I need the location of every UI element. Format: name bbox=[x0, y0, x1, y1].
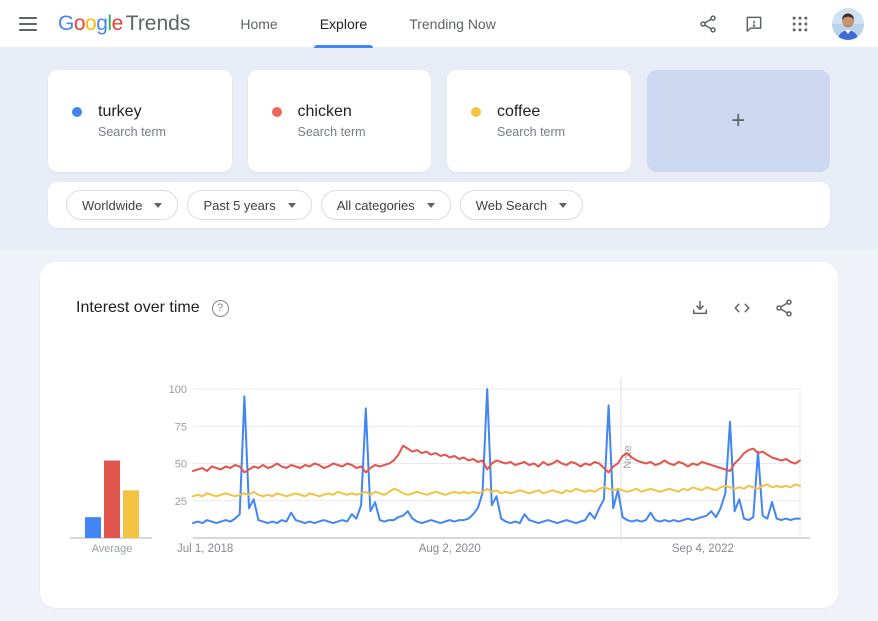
chevron-down-icon bbox=[426, 202, 435, 208]
trends-wordmark: Trends bbox=[125, 11, 191, 35]
region-filter-label: Worldwide bbox=[82, 197, 143, 213]
average-bar-coffee bbox=[123, 490, 139, 538]
plus-icon: + bbox=[731, 107, 746, 134]
average-label: Average bbox=[92, 543, 133, 555]
avatar-image bbox=[832, 7, 864, 40]
add-comparison-card[interactable]: + bbox=[646, 70, 830, 172]
search-type-filter-label: Web Search bbox=[475, 197, 548, 213]
search-type-filter-dropdown[interactable]: Web Search bbox=[459, 190, 584, 220]
interest-over-time-card: Interest over time ? bbox=[40, 262, 838, 608]
chevron-down-icon bbox=[154, 202, 163, 208]
average-bar-turkey bbox=[85, 517, 101, 538]
term-text: turkey Search term bbox=[98, 103, 166, 139]
term-type-label: Search term bbox=[297, 125, 366, 139]
google-wordmark: Google bbox=[58, 11, 123, 35]
term-card-turkey[interactable]: turkey Search term bbox=[48, 70, 232, 172]
user-avatar[interactable] bbox=[832, 7, 864, 40]
hamburger-icon bbox=[19, 16, 37, 31]
series-line-coffee bbox=[192, 483, 801, 498]
average-bar-chicken bbox=[104, 460, 120, 538]
time-filter-label: Past 5 years bbox=[203, 197, 276, 213]
chevron-down-icon bbox=[287, 202, 296, 208]
coffee-color-dot bbox=[471, 107, 481, 117]
download-icon bbox=[693, 300, 707, 315]
term-label: turkey bbox=[98, 103, 142, 120]
apps-grid-icon bbox=[792, 16, 808, 31]
share-chart-button[interactable] bbox=[768, 292, 800, 324]
chevron-down-icon bbox=[559, 202, 568, 208]
series-line-turkey bbox=[192, 388, 801, 525]
embed-button[interactable] bbox=[726, 292, 758, 324]
nav-trending-now[interactable]: Trending Now bbox=[409, 15, 496, 32]
term-card-coffee[interactable]: coffee Search term bbox=[447, 70, 631, 172]
y-tick-label: 25 bbox=[175, 496, 187, 508]
share-icon bbox=[776, 299, 792, 317]
main-nav: Home Explore Trending Now bbox=[240, 0, 496, 48]
series-line-chicken bbox=[192, 444, 801, 474]
term-type-label: Search term bbox=[497, 125, 566, 139]
search-terms-row: turkey Search term chicken Search term c… bbox=[48, 70, 830, 172]
term-label: coffee bbox=[497, 103, 541, 120]
share-button[interactable] bbox=[688, 4, 728, 44]
chicken-color-dot bbox=[271, 107, 282, 117]
filter-bar: Worldwide Past 5 years All categories We… bbox=[48, 182, 830, 228]
header-actions bbox=[688, 4, 864, 44]
card-title: Interest over time bbox=[76, 299, 200, 316]
embed-code-icon bbox=[734, 303, 750, 313]
main-content: Interest over time ? bbox=[0, 250, 878, 608]
note-label: Note bbox=[622, 445, 634, 468]
menu-button[interactable] bbox=[8, 4, 48, 44]
turkey-color-dot bbox=[72, 107, 82, 117]
term-text: coffee Search term bbox=[497, 103, 565, 139]
term-label: chicken bbox=[297, 103, 352, 120]
feedback-button[interactable] bbox=[734, 4, 774, 44]
term-type-label: Search term bbox=[98, 125, 167, 139]
help-icon[interactable]: ? bbox=[211, 299, 229, 317]
y-tick-label: 100 bbox=[169, 384, 187, 396]
nav-home[interactable]: Home bbox=[240, 15, 278, 32]
y-tick-label: 50 bbox=[175, 459, 187, 471]
x-tick-label: Sep 4, 2022 bbox=[672, 543, 734, 555]
google-trends-logo[interactable]: Google Trends bbox=[58, 12, 190, 36]
x-tick-label: Aug 2, 2020 bbox=[419, 543, 481, 555]
nav-explore[interactable]: Explore bbox=[313, 0, 374, 48]
apps-button[interactable] bbox=[780, 4, 820, 44]
category-filter-dropdown[interactable]: All categories bbox=[320, 190, 451, 220]
download-button[interactable] bbox=[684, 292, 716, 324]
feedback-icon bbox=[746, 16, 762, 32]
app-header: Google Trends Home Explore Trending Now bbox=[0, 0, 878, 48]
interest-over-time-chart[interactable]: 25 50 75 100 Note Average Jul 1, 2018 Aug 2, 20… bbox=[40, 362, 838, 562]
card-header: Interest over time ? bbox=[40, 262, 838, 324]
compare-section: turkey Search term chicken Search term c… bbox=[0, 48, 878, 250]
region-filter-dropdown[interactable]: Worldwide bbox=[66, 190, 179, 220]
term-text: chicken Search term bbox=[298, 103, 366, 139]
y-tick-label: 75 bbox=[175, 421, 187, 433]
share-icon bbox=[700, 14, 716, 33]
x-tick-label: Jul 1, 2018 bbox=[177, 543, 233, 555]
category-filter-label: All categories bbox=[336, 197, 415, 213]
time-filter-dropdown[interactable]: Past 5 years bbox=[187, 190, 312, 220]
chart-actions bbox=[684, 292, 800, 324]
term-card-chicken[interactable]: chicken Search term bbox=[247, 70, 431, 172]
